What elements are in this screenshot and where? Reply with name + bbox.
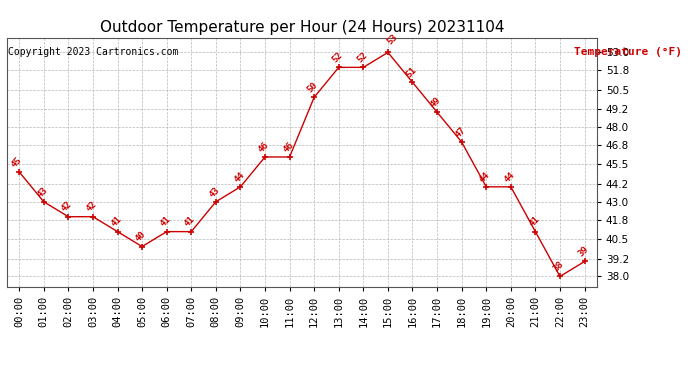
Text: 41: 41	[158, 215, 172, 229]
Text: 52: 52	[355, 51, 369, 64]
Text: 43: 43	[35, 185, 50, 199]
Text: 41: 41	[109, 215, 123, 229]
Text: 46: 46	[257, 140, 270, 154]
Title: Outdoor Temperature per Hour (24 Hours) 20231104: Outdoor Temperature per Hour (24 Hours) …	[99, 20, 504, 35]
Text: 44: 44	[478, 170, 492, 184]
Text: 46: 46	[282, 140, 295, 154]
Text: 42: 42	[85, 200, 99, 214]
Text: 42: 42	[60, 200, 74, 214]
Text: 43: 43	[208, 185, 221, 199]
Text: 45: 45	[10, 155, 23, 169]
Text: 41: 41	[527, 215, 541, 229]
Text: 40: 40	[134, 230, 148, 244]
Text: Copyright 2023 Cartronics.com: Copyright 2023 Cartronics.com	[8, 47, 179, 57]
Text: Temperature (°F): Temperature (°F)	[573, 47, 682, 57]
Text: 39: 39	[576, 245, 590, 259]
Text: 44: 44	[232, 170, 246, 184]
Text: 41: 41	[183, 215, 197, 229]
Text: 47: 47	[453, 125, 467, 139]
Text: 52: 52	[331, 51, 344, 64]
Text: 53: 53	[385, 33, 399, 47]
Text: 49: 49	[428, 95, 443, 109]
Text: 51: 51	[404, 66, 418, 80]
Text: 44: 44	[502, 170, 516, 184]
Text: 38: 38	[551, 260, 566, 274]
Text: 50: 50	[306, 81, 319, 94]
